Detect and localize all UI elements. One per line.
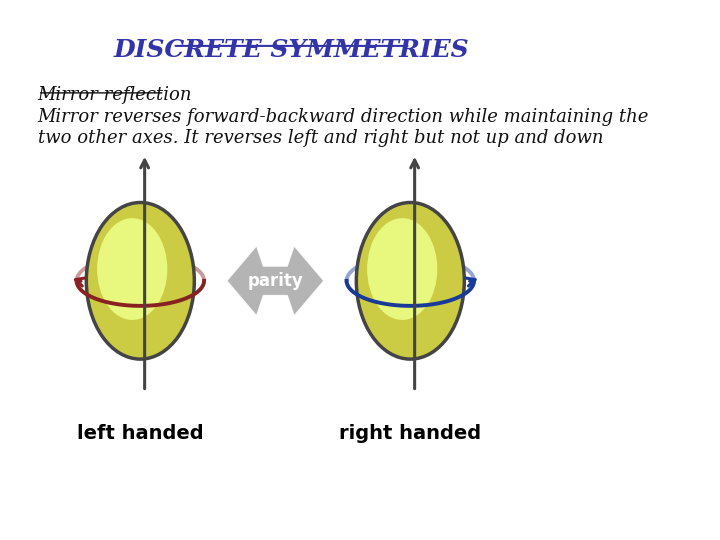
- Polygon shape: [227, 246, 324, 316]
- Ellipse shape: [356, 202, 464, 359]
- Ellipse shape: [367, 218, 437, 320]
- Text: right handed: right handed: [339, 424, 482, 443]
- Text: Mirror reverses forward-backward direction while maintaining the
two other axes.: Mirror reverses forward-backward directi…: [37, 108, 649, 147]
- Text: left handed: left handed: [77, 424, 204, 443]
- Text: Mirror reflection: Mirror reflection: [37, 86, 192, 104]
- Ellipse shape: [86, 202, 194, 359]
- Text: DISCRETE SYMMETRIES: DISCRETE SYMMETRIES: [114, 38, 469, 62]
- Text: parity: parity: [248, 272, 303, 290]
- Ellipse shape: [97, 218, 167, 320]
